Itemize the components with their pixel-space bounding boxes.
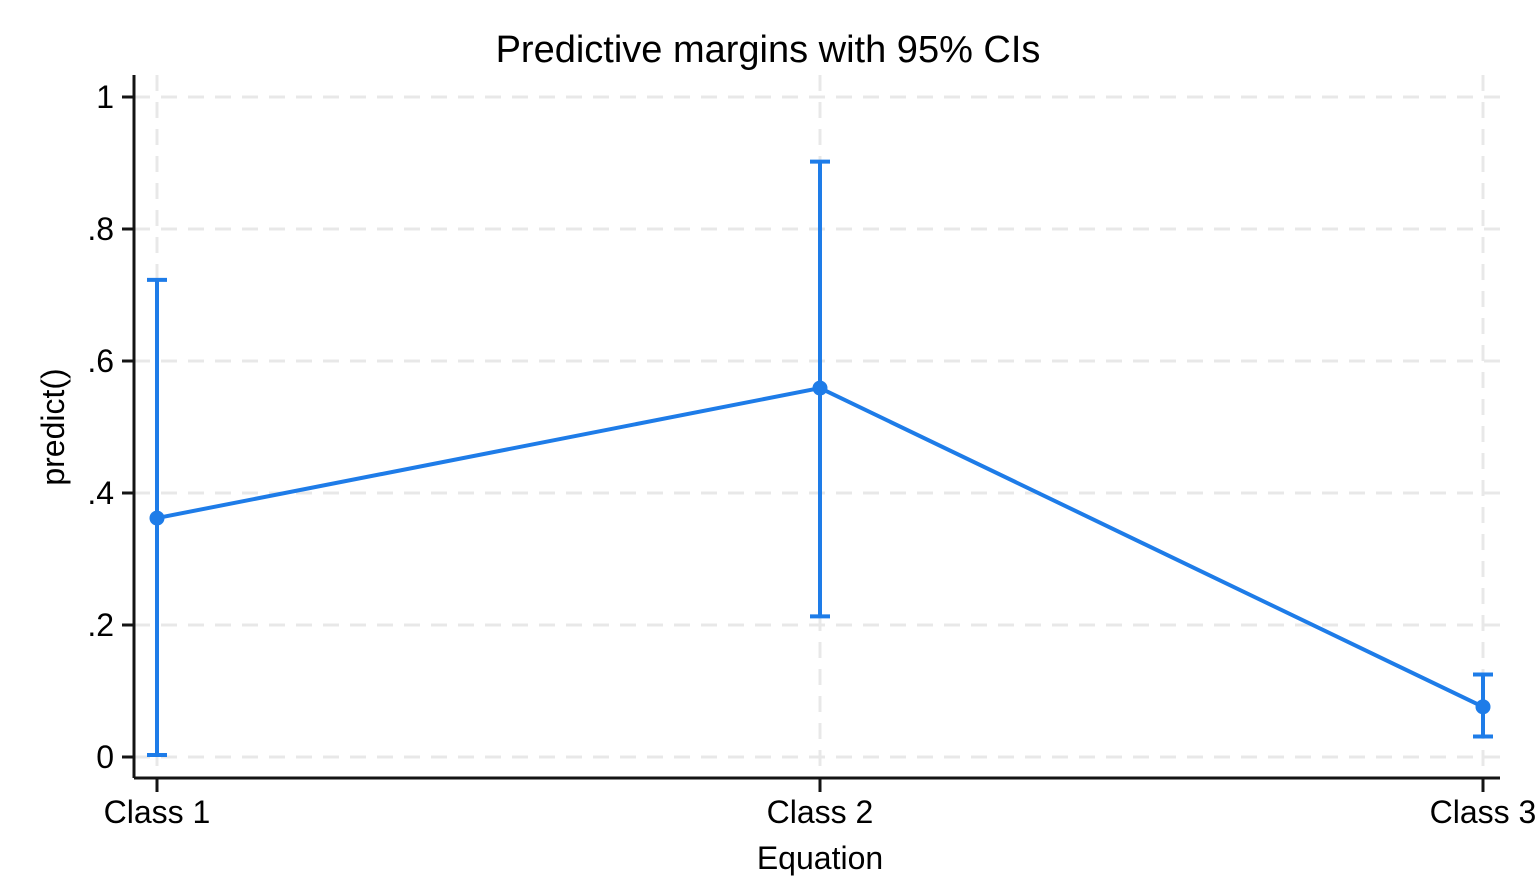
- x-tick-label: Class 3: [1430, 794, 1536, 830]
- y-tick-label: 0: [96, 739, 114, 775]
- y-tick-label: .6: [87, 343, 114, 379]
- x-tick-label: Class 2: [767, 794, 874, 830]
- data-point: [812, 380, 828, 396]
- horizontal-gridlines: [134, 95, 1500, 759]
- y-tick-label: .4: [87, 475, 114, 511]
- axes: [132, 75, 1500, 780]
- axis-ticks: 0 .2 .4 .6 .8 1 Class 1 Class 2 Class 3: [87, 79, 1536, 830]
- chart-title: Predictive margins with 95% CIs: [496, 29, 1041, 71]
- y-tick-label: 1: [96, 79, 114, 115]
- data-point: [149, 510, 165, 526]
- y-axis-title: predict(): [35, 368, 71, 485]
- data-point: [1475, 699, 1491, 715]
- x-axis-title: Equation: [757, 840, 883, 876]
- x-tick-label: Class 1: [104, 794, 211, 830]
- series-layer: [147, 159, 1493, 758]
- y-tick-label: .2: [87, 607, 114, 643]
- y-tick-label: .8: [87, 211, 114, 247]
